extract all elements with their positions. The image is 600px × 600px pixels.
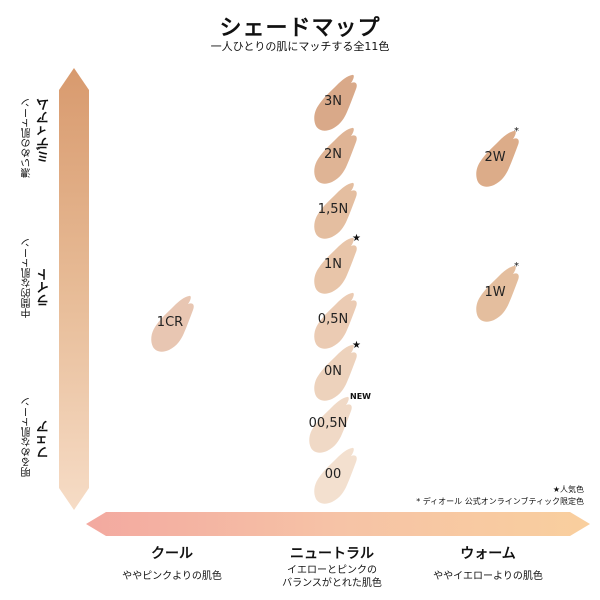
x-right-desc: ややイエローよりの肌色 <box>433 571 543 582</box>
shade-label: 0,5N <box>317 312 349 327</box>
shade-swatch-1N <box>310 235 365 295</box>
shade-label: 1CR <box>156 315 184 330</box>
x-center-label: ニュートラル <box>290 546 374 562</box>
shade-label: 3N <box>324 94 342 109</box>
x-left-desc: ややピンクよりの肌色 <box>122 571 222 582</box>
shade-swatch-2N <box>310 125 365 185</box>
smear-shape <box>314 447 357 504</box>
smear-shape <box>476 265 519 322</box>
shade-swatch-1-5N <box>310 180 365 240</box>
shade-swatch-0-5N <box>310 290 365 350</box>
shade-label: 2W <box>484 150 506 165</box>
y-top-small: 濃いめの肌トーン <box>22 98 33 178</box>
shade-swatch-3N <box>310 72 365 132</box>
legend-popular: ★人気色 <box>552 485 584 494</box>
new-badge: NEW <box>350 392 371 401</box>
y-middle-small: 中間的な肌トーン <box>22 238 33 318</box>
shade-label: 00 <box>324 467 342 482</box>
online-exclusive-mark: * <box>514 261 519 272</box>
legend-online-exclusive: * ディオール 公式オンラインブティック限定色 <box>416 497 584 506</box>
shade-swatch-00-5N <box>305 394 360 454</box>
horizontal-axis-arrow <box>86 512 590 536</box>
shade-label: 1N <box>324 257 342 272</box>
popular-star-mark: ★ <box>352 340 361 351</box>
shade-label: 2N <box>324 147 342 162</box>
y-bottom-big: フェア <box>37 420 52 459</box>
x-center-desc-1: イエローとピンクの <box>287 565 377 576</box>
page-subtitle: 一人ひとりの肌にマッチする全11色 <box>210 40 390 53</box>
shade-swatch-0N <box>310 342 365 402</box>
shade-swatch-2W <box>472 128 527 188</box>
shade-swatch-1CR <box>147 293 202 353</box>
smear-shape <box>476 130 519 187</box>
popular-star-mark: ★ <box>352 233 361 244</box>
x-left-label: クール <box>151 546 193 562</box>
shade-label: 00,5N <box>308 416 348 431</box>
smear-shape <box>314 182 357 239</box>
smear-shape <box>314 127 357 184</box>
smear-shape <box>314 292 357 349</box>
smear-shape <box>314 74 357 131</box>
smear-shape <box>309 396 352 453</box>
smear-shape <box>314 344 357 401</box>
online-exclusive-mark: * <box>514 126 519 137</box>
y-bottom-small: 明るめな肌トーン <box>22 397 33 477</box>
y-middle-big: ライト <box>37 268 52 307</box>
x-center-desc-2: バランスがとれた肌色 <box>282 578 382 589</box>
x-right-label: ウォーム <box>460 546 516 562</box>
shade-label: 1,5N <box>317 202 349 217</box>
smear-shape <box>151 295 194 352</box>
shade-swatch-1W <box>472 263 527 323</box>
y-top-big: ミディアム <box>37 98 52 163</box>
smear-shape <box>314 237 357 294</box>
vertical-axis-arrow <box>59 68 89 510</box>
shade-swatch-00 <box>310 445 365 505</box>
page-title: シェードマップ <box>219 16 381 41</box>
shade-label: 1W <box>484 285 506 300</box>
shade-label: 0N <box>324 364 342 379</box>
